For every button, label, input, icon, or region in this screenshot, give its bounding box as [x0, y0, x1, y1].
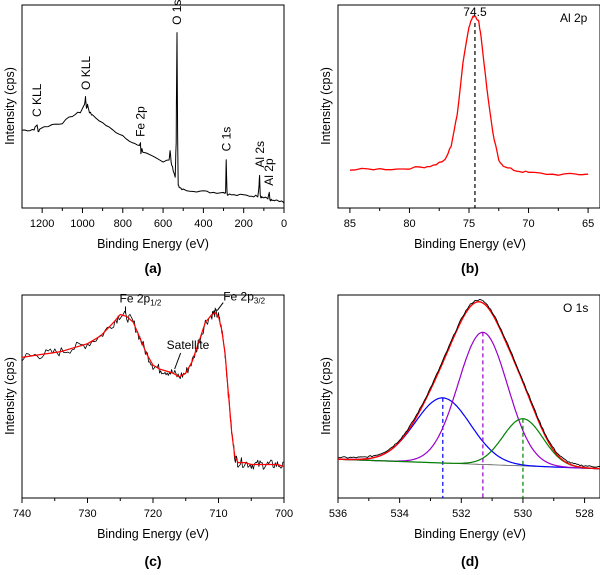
- x-tick-label: 800: [114, 218, 132, 230]
- x-tick-label: 1200: [30, 218, 54, 230]
- envelope-fit-line: [338, 301, 600, 470]
- x-axis-label-c: Binding Energy (eV): [97, 527, 209, 541]
- panel-label-b: (b): [461, 260, 479, 276]
- panel-title-b: Al 2p: [560, 11, 588, 25]
- x-axis-label-a: Binding Energy (eV): [97, 237, 209, 251]
- component-peak-3: [337, 418, 600, 470]
- peak-annotation: C KLL: [30, 83, 44, 117]
- panel-c: 740 730 720 710 700 Fe 2p1/2 Satellite Fe 2p3/…: [3, 290, 293, 569]
- y-axis-label-d: Intensity (cps): [319, 357, 333, 435]
- x-ticks-d: 536 534 532 530 528: [329, 498, 594, 520]
- panel-label-c: (c): [144, 553, 161, 569]
- x-tick-label: 85: [344, 218, 356, 230]
- plot-frame-b: [337, 4, 600, 209]
- x-tick-label: 70: [522, 218, 534, 230]
- x-tick-label: 536: [329, 508, 347, 520]
- peak-annotation: Al 2s: [253, 141, 267, 168]
- x-axis-label-b: Binding Energy (eV): [414, 237, 526, 251]
- peak-annotation: C 1s: [220, 127, 234, 152]
- series-a: [21, 32, 285, 204]
- series-c: [21, 307, 285, 470]
- panel-a: 1200 1000 800 600 400 200 0 C KLL O KLL O 1s Fe 2…: [3, 0, 287, 276]
- x-tick-label: 400: [194, 218, 212, 230]
- y-axis-label-b: Intensity (cps): [319, 67, 333, 145]
- x-tick-label: 1000: [70, 218, 94, 230]
- plot-frame-d: [337, 294, 600, 499]
- panel-label-d: (d): [461, 553, 479, 569]
- x-tick-label: 730: [78, 508, 96, 520]
- peak-annotation: Al 2p: [262, 158, 276, 186]
- x-tick-label: 600: [154, 218, 172, 230]
- x-tick-label: 532: [452, 508, 470, 520]
- fe2p-fit-line: [21, 311, 285, 468]
- x-tick-label: 0: [281, 218, 287, 230]
- x-tick-label: 530: [514, 508, 532, 520]
- panel-label-a: (a): [144, 260, 161, 276]
- plot-frame-c: [21, 294, 285, 499]
- al2p-spectrum-line: [349, 15, 589, 176]
- x-tick-label: 80: [403, 218, 415, 230]
- x-tick-label: 740: [13, 508, 31, 520]
- annotation-arrow: [174, 352, 182, 370]
- x-tick-label: 700: [275, 508, 293, 520]
- raw-data-line: [337, 298, 600, 468]
- x-tick-label: 75: [463, 218, 475, 230]
- fe2p-1-2-annotation: Fe 2p1/2: [120, 291, 162, 307]
- peak-annotation: O 1s: [170, 0, 184, 25]
- x-tick-label: 710: [209, 508, 227, 520]
- panel-title-d: O 1s: [563, 301, 588, 315]
- fe2p-3-2-annotation: Fe 2p3/2: [223, 290, 265, 306]
- x-tick-label: 65: [582, 218, 594, 230]
- x-tick-label: 534: [390, 508, 408, 520]
- y-axis-label-a: Intensity (cps): [3, 67, 17, 145]
- x-tick-label: 200: [235, 218, 253, 230]
- satellite-annotation: Satellite: [167, 338, 210, 352]
- component-peak-2: [337, 331, 600, 470]
- x-tick-label: 528: [575, 508, 593, 520]
- y-axis-label-c: Intensity (cps): [3, 357, 17, 435]
- x-tick-label: 720: [144, 508, 162, 520]
- x-axis-label-d: Binding Energy (eV): [414, 527, 526, 541]
- peak-annotation: Fe 2p: [134, 106, 148, 137]
- peak-annotation: O KLL: [79, 56, 93, 90]
- x-ticks-c: 740 730 720 710 700: [13, 498, 293, 520]
- x-ticks-b: 85 80 75 70 65: [344, 208, 594, 230]
- survey-spectrum-line: [21, 32, 285, 204]
- x-ticks-a: 1200 1000 800 600 400 200 0: [30, 208, 287, 230]
- peak-position-label: 74.5: [463, 5, 487, 19]
- fe2p-raw-line: [21, 307, 284, 470]
- annotation-arrow: [216, 302, 224, 311]
- plot-frame-a: [21, 4, 285, 209]
- panel-d: 536 534 532 530 528 O 1s Binding Energy (eV)…: [319, 294, 600, 569]
- panel-b: 85 80 75 70 65 74.5 Al 2p Binding Energy (eV…: [319, 4, 600, 276]
- series-d: [337, 298, 600, 498]
- series-b: [349, 15, 589, 176]
